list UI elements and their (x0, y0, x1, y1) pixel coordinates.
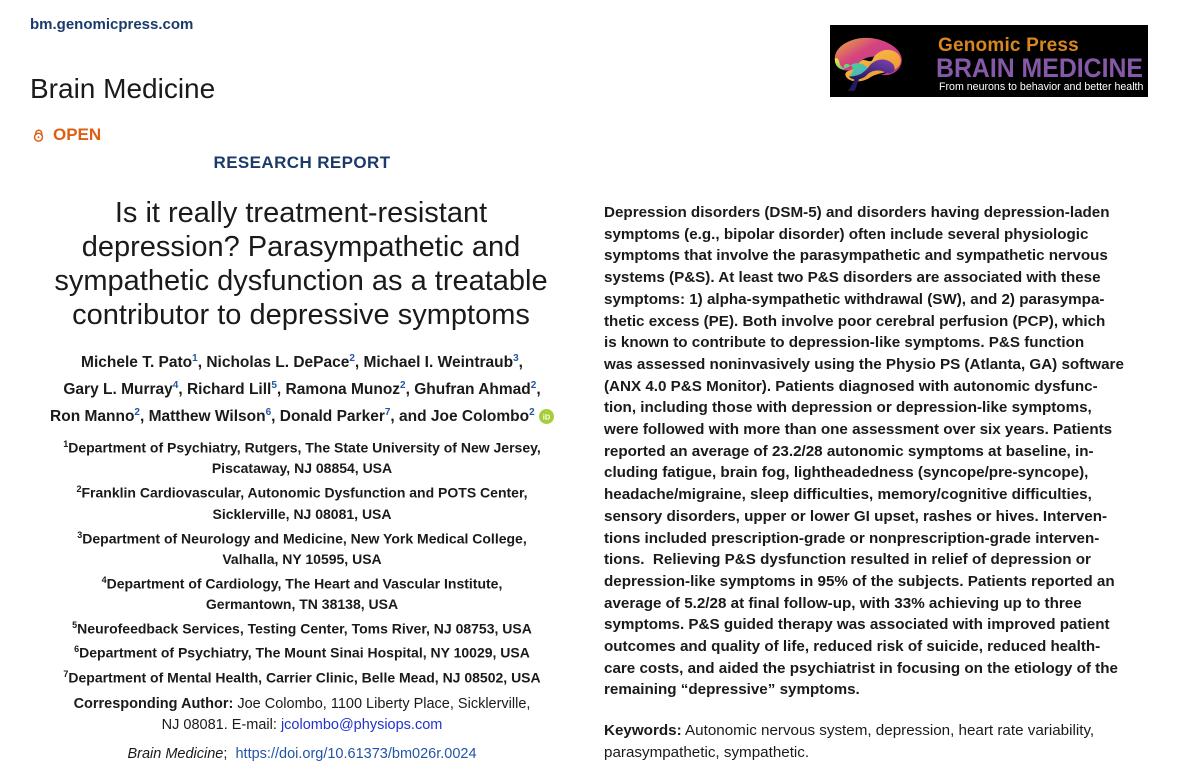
svg-text:iD: iD (543, 412, 551, 421)
